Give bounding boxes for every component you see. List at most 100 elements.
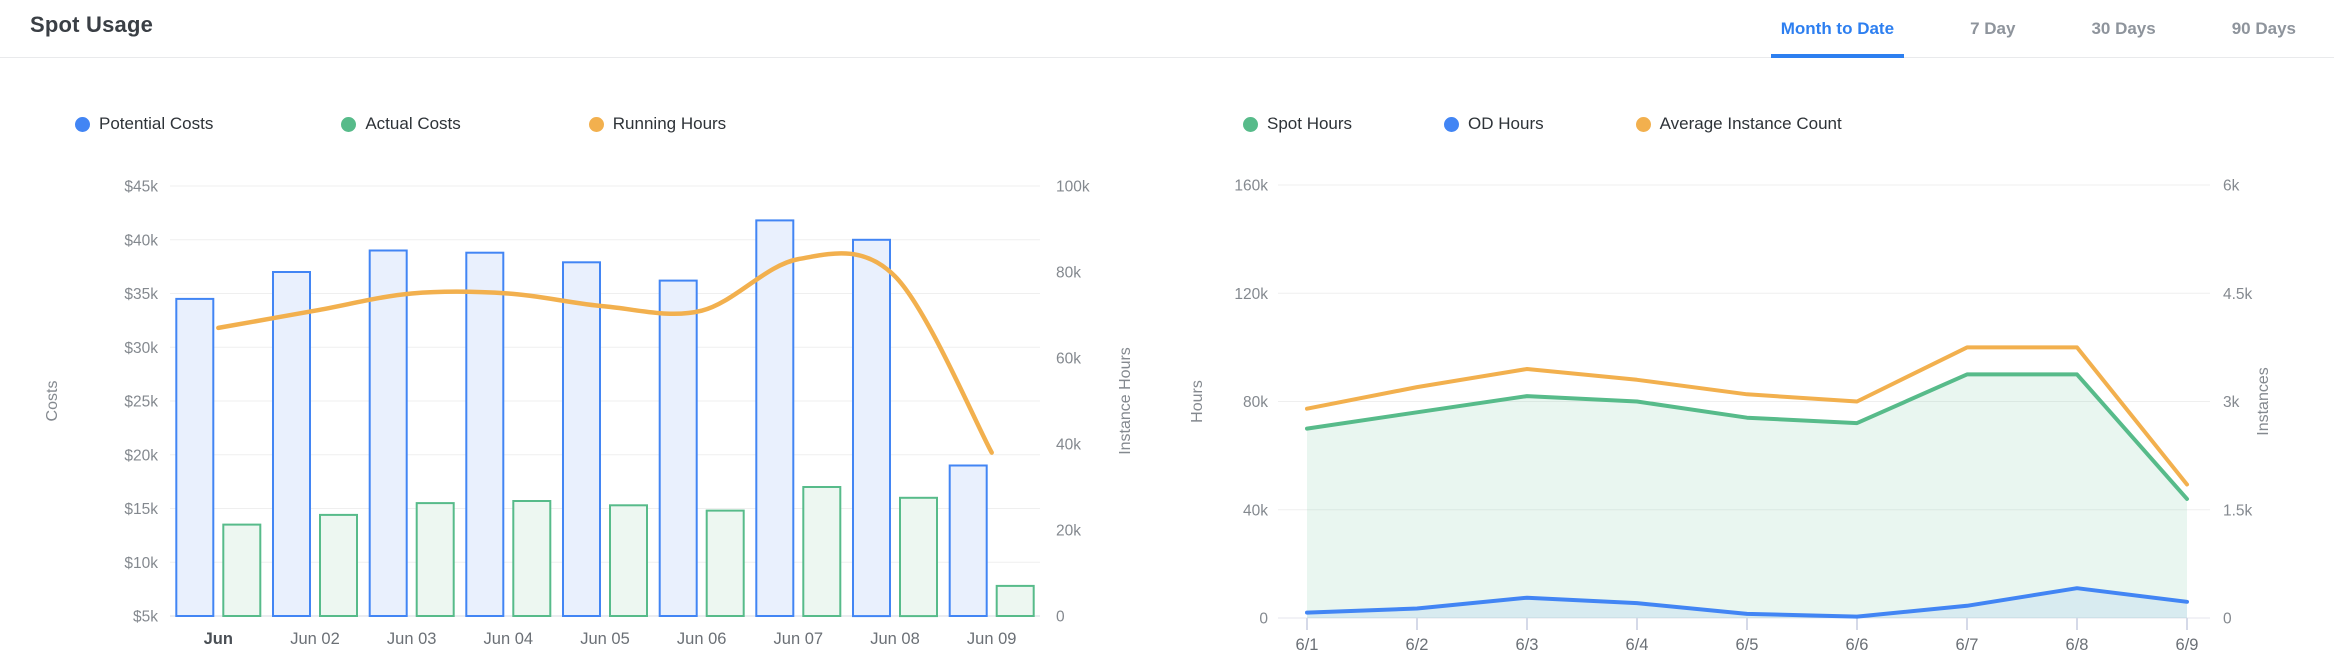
legend-label: Average Instance Count: [1659, 114, 1842, 133]
bar-potential-costs[interactable]: [948, 464, 988, 617]
average-instance-count-dot-icon: [1635, 116, 1651, 132]
x-axis-label: 6/3: [1516, 636, 1539, 654]
legend-item-average-instance-count[interactable]: Average Instance Count: [1635, 114, 1842, 134]
legend-item-potential-costs[interactable]: Potential Costs: [75, 114, 213, 134]
x-axis-label: 6/8: [2066, 636, 2089, 654]
running-hours-dot-icon: [588, 116, 604, 132]
tab-month-to-date[interactable]: Month to Date: [1770, 0, 1905, 58]
legend-item-od-hours[interactable]: OD Hours: [1444, 114, 1544, 134]
bar-actual-costs[interactable]: [802, 486, 842, 617]
x-axis-label: Jun 04: [484, 630, 534, 648]
y2-axis-tick-label: 80k: [1056, 265, 1081, 282]
area-od-hours: [1307, 588, 2187, 618]
bar-actual-costs[interactable]: [899, 496, 938, 618]
bar-potential-costs[interactable]: [658, 279, 698, 617]
time-range-tabs: Month to Date 7 Day 30 Days 90 Days: [1770, 0, 2306, 58]
y2-axis-tick-label: 6k: [2223, 178, 2240, 195]
line-running-hours[interactable]: [216, 251, 994, 455]
area-spot-hours: [1307, 374, 2187, 618]
charts-row: Potential Costs Actual Costs Running Hou…: [0, 58, 2334, 672]
y2-axis-tick-label: 1.5k: [2223, 502, 2253, 519]
bar-actual-costs[interactable]: [995, 584, 1035, 617]
y2-axis-tick-label: 0: [1056, 609, 1065, 626]
y-axis-title: Costs: [44, 381, 61, 422]
bar-actual-costs[interactable]: [705, 509, 745, 618]
y-axis-tick-label: $40k: [124, 232, 158, 249]
line-od-hours[interactable]: [1305, 586, 2189, 619]
bar-potential-costs[interactable]: [755, 219, 795, 618]
legend-item-actual-costs[interactable]: Actual Costs: [341, 114, 461, 134]
legend-label: Actual Costs: [365, 114, 461, 133]
y-axis-tick-label: 160k: [1234, 178, 1268, 195]
bar-actual-costs[interactable]: [222, 523, 262, 618]
x-axis-label: Jun 03: [387, 630, 437, 648]
x-axis-label: 6/9: [2176, 636, 2199, 654]
y2-axis-tick-label: 20k: [1056, 523, 1081, 540]
spot-hours-dot-icon: [1243, 116, 1258, 132]
tab-30-days[interactable]: 30 Days: [2091, 19, 2156, 38]
legend-item-running-hours[interactable]: Running Hours: [588, 114, 727, 134]
y-axis-tick-label: $5k: [133, 609, 158, 626]
line-average-instance-count[interactable]: [1305, 345, 2189, 487]
y2-axis-tick-label: 60k: [1056, 351, 1081, 368]
hours-chart-legend: Spot Hours OD Hours Average Instance Cou…: [1243, 114, 1842, 134]
bar-potential-costs[interactable]: [175, 297, 215, 617]
od-hours-dot-icon: [1444, 116, 1460, 132]
x-axis-label: Jun 06: [677, 630, 727, 648]
y2-axis-tick-label: 0: [2223, 611, 2232, 628]
hours-area-chart: 0 40k 80k 120k 160k 0 1.5k 3k 4.5k 6k Hours Instanc…: [1189, 178, 2272, 655]
hours-chart-panel: Spot Hours OD Hours Average Instance Cou…: [1160, 58, 2334, 672]
y2-axis-title: Instances: [2255, 367, 2272, 435]
page-header: Spot Usage Month to Date 7 Day 30 Days 9…: [0, 0, 2334, 58]
y-axis-tick-label: $15k: [124, 501, 158, 518]
x-axis-label: 6/6: [1846, 636, 1869, 654]
y-axis-tick-label: $20k: [124, 447, 158, 464]
costs-chart-panel: Potential Costs Actual Costs Running Hou…: [0, 58, 1160, 672]
x-axis-label: Jun 05: [580, 630, 630, 648]
potential-costs-dot-icon: [75, 116, 90, 132]
legend-label: Running Hours: [612, 114, 727, 133]
y2-axis-title: Instance Hours: [1117, 347, 1134, 455]
tab-90-days[interactable]: 90 Days: [2231, 19, 2296, 38]
legend-label: Spot Hours: [1267, 114, 1353, 133]
legend-item-spot-hours[interactable]: Spot Hours: [1243, 114, 1352, 134]
bar-potential-costs[interactable]: [368, 249, 408, 617]
bar-potential-costs[interactable]: [852, 238, 891, 618]
bar-potential-costs[interactable]: [272, 271, 311, 617]
y2-axis-tick-label: 3k: [2223, 394, 2240, 411]
y-axis-tick-label: 0: [1259, 611, 1268, 628]
y2-axis-tick-label: 100k: [1056, 179, 1090, 196]
tab-7-day[interactable]: 7 Day: [1970, 19, 2016, 38]
y-axis-tick-label: $30k: [124, 340, 158, 357]
line-spot-hours[interactable]: [1305, 372, 2189, 501]
bar-actual-costs[interactable]: [512, 500, 552, 617]
y2-axis-tick-label: 40k: [1056, 437, 1081, 454]
x-axis-label: 6/4: [1626, 636, 1649, 654]
bar-potential-costs[interactable]: [465, 251, 505, 617]
y-axis-tick-label: 80k: [1243, 394, 1268, 411]
x-axis-label: Jun: [204, 630, 233, 648]
x-axis-label: Jun 02: [290, 630, 340, 648]
page-title: Spot Usage: [30, 12, 154, 37]
x-axis-label: 6/5: [1736, 636, 1759, 654]
x-axis-label: Jun 08: [870, 630, 920, 648]
legend-label: OD Hours: [1468, 114, 1544, 133]
y2-axis-tick-label: 4.5k: [2223, 286, 2253, 303]
x-axis-label: Jun 07: [774, 630, 824, 648]
bar-potential-costs[interactable]: [562, 261, 601, 618]
bar-actual-costs[interactable]: [415, 502, 455, 618]
actual-costs-dot-icon: [341, 116, 357, 132]
legend-label: Potential Costs: [99, 114, 214, 133]
y-axis-tick-label: 40k: [1243, 502, 1268, 519]
y-axis-title: Hours: [1189, 380, 1206, 423]
bar-actual-costs[interactable]: [609, 504, 648, 617]
costs-chart-legend: Potential Costs Actual Costs Running Hou…: [75, 114, 726, 134]
x-axis-label: 6/7: [1956, 636, 1979, 654]
y-axis-tick-label: $10k: [124, 555, 158, 572]
y-axis-tick-label: $45k: [124, 179, 158, 196]
costs-bar-chart: $5k $10k $15k $20k $25k $30k $35k $40k $45k 0 20k 4…: [44, 179, 1134, 649]
y-axis-tick-label: $35k: [124, 286, 158, 303]
x-axis-label: 6/2: [1406, 636, 1429, 654]
y-axis-tick-label: $25k: [124, 394, 158, 411]
bar-actual-costs[interactable]: [319, 513, 358, 617]
